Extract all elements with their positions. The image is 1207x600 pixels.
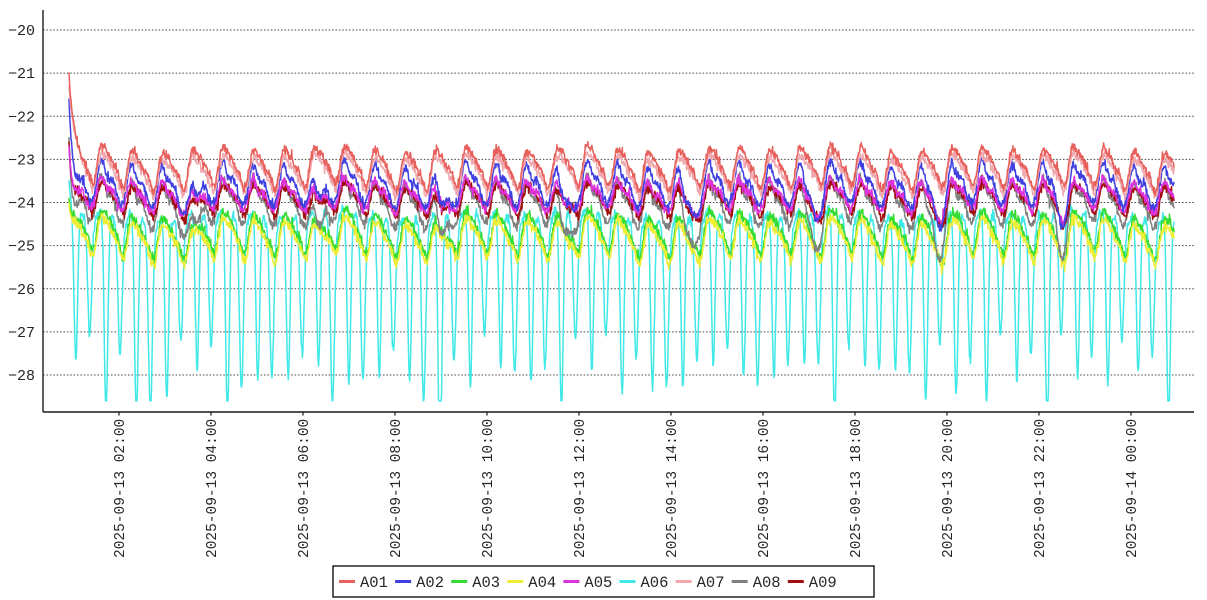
svg-text:A08: A08 <box>753 574 781 592</box>
svg-text:−22: −22 <box>8 109 35 126</box>
svg-text:2025-09-13 02:00: 2025-09-13 02:00 <box>113 419 129 558</box>
svg-text:−24: −24 <box>8 196 35 213</box>
svg-text:−26: −26 <box>8 282 35 299</box>
svg-text:2025-09-13 08:00: 2025-09-13 08:00 <box>389 419 405 558</box>
svg-text:−28: −28 <box>8 368 35 385</box>
svg-text:2025-09-13 22:00: 2025-09-13 22:00 <box>1033 419 1049 558</box>
svg-text:A03: A03 <box>472 574 500 592</box>
svg-text:2025-09-13 16:00: 2025-09-13 16:00 <box>757 419 773 558</box>
svg-text:A06: A06 <box>641 574 669 592</box>
svg-text:2025-09-13 10:00: 2025-09-13 10:00 <box>481 419 497 558</box>
svg-text:−23: −23 <box>8 152 35 169</box>
svg-text:2025-09-13 06:00: 2025-09-13 06:00 <box>297 419 313 558</box>
svg-text:2025-09-14 00:00: 2025-09-14 00:00 <box>1125 419 1141 558</box>
svg-text:2025-09-13 14:00: 2025-09-13 14:00 <box>665 419 681 558</box>
svg-text:2025-09-13 20:00: 2025-09-13 20:00 <box>941 419 957 558</box>
svg-text:A07: A07 <box>697 574 725 592</box>
svg-text:A01: A01 <box>360 574 388 592</box>
svg-text:−20: −20 <box>8 23 35 40</box>
svg-text:−21: −21 <box>8 66 35 83</box>
svg-text:A02: A02 <box>416 574 444 592</box>
svg-text:−27: −27 <box>8 325 35 342</box>
svg-text:A09: A09 <box>809 574 837 592</box>
svg-text:2025-09-13 04:00: 2025-09-13 04:00 <box>205 419 221 558</box>
svg-text:2025-09-13 18:00: 2025-09-13 18:00 <box>849 419 865 558</box>
svg-text:A04: A04 <box>528 574 556 592</box>
svg-text:2025-09-13 12:00: 2025-09-13 12:00 <box>573 419 589 558</box>
svg-text:A05: A05 <box>584 574 612 592</box>
svg-text:−25: −25 <box>8 239 35 256</box>
